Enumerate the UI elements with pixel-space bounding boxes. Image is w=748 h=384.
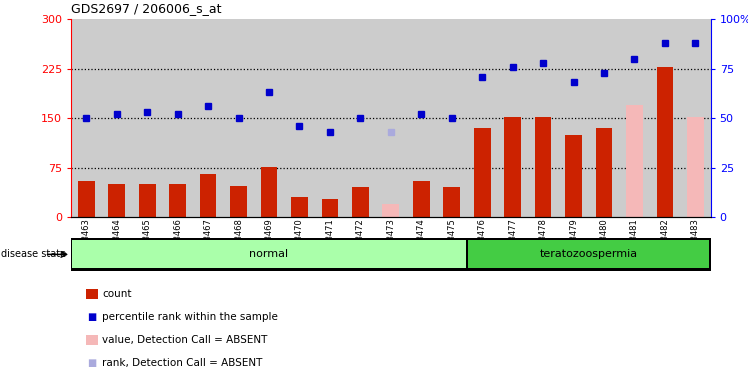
Bar	[193, 19, 224, 217]
Bar	[437, 19, 467, 217]
Bar	[162, 19, 193, 217]
Bar	[528, 19, 558, 217]
Bar	[650, 19, 680, 217]
Text: value, Detection Call = ABSENT: value, Detection Call = ABSENT	[102, 335, 268, 345]
Bar	[352, 187, 369, 217]
Bar	[132, 19, 162, 217]
Text: GDS2697 / 206006_s_at: GDS2697 / 206006_s_at	[71, 2, 221, 15]
Bar	[619, 19, 650, 217]
Text: percentile rank within the sample: percentile rank within the sample	[102, 312, 278, 322]
Text: normal: normal	[249, 249, 289, 260]
Bar	[375, 19, 406, 217]
Bar	[108, 184, 125, 217]
Bar	[71, 19, 102, 217]
Bar	[468, 240, 709, 268]
Text: ■: ■	[88, 312, 96, 322]
Bar	[169, 184, 186, 217]
Bar	[589, 19, 619, 217]
Bar	[322, 199, 338, 217]
Bar	[680, 19, 711, 217]
Bar	[535, 117, 551, 217]
Bar	[467, 19, 497, 217]
Bar	[497, 19, 528, 217]
Bar	[230, 186, 247, 217]
Bar	[595, 128, 613, 217]
Bar	[687, 117, 704, 217]
Bar	[260, 167, 278, 217]
Text: teratozoospermia: teratozoospermia	[540, 249, 638, 260]
Bar	[102, 19, 132, 217]
Bar	[254, 19, 284, 217]
Bar	[504, 117, 521, 217]
Text: count: count	[102, 289, 132, 299]
Bar	[291, 197, 308, 217]
Bar	[413, 181, 429, 217]
Bar	[406, 19, 437, 217]
Bar	[345, 19, 375, 217]
Bar	[473, 128, 491, 217]
Bar	[73, 240, 466, 268]
Text: disease state: disease state	[1, 249, 67, 260]
Bar	[626, 105, 643, 217]
Text: ■: ■	[88, 358, 96, 368]
Bar	[444, 187, 460, 217]
Bar	[558, 19, 589, 217]
Bar	[657, 67, 673, 217]
Bar	[139, 184, 156, 217]
Bar	[565, 134, 582, 217]
Bar	[284, 19, 315, 217]
Bar	[78, 181, 95, 217]
Bar	[315, 19, 345, 217]
Bar	[382, 204, 399, 217]
Bar	[224, 19, 254, 217]
Bar	[200, 174, 216, 217]
Text: rank, Detection Call = ABSENT: rank, Detection Call = ABSENT	[102, 358, 263, 368]
